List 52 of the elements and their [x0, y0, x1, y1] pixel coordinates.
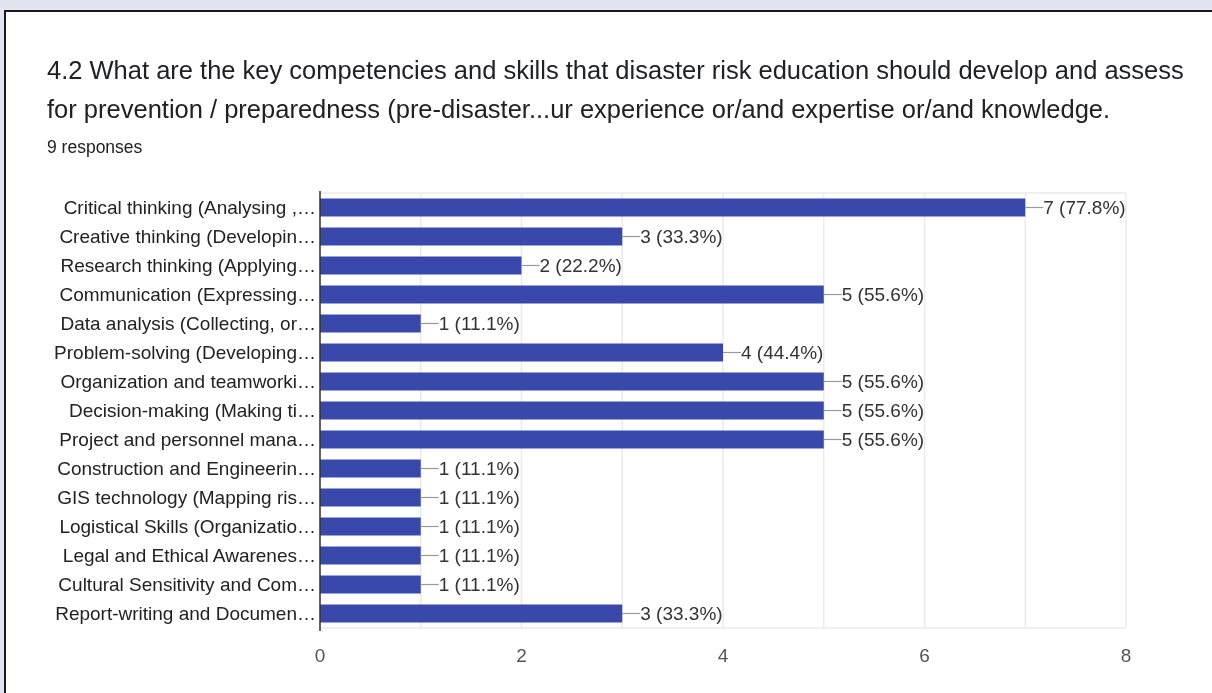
data-label: 1 (11.1%) — [438, 313, 520, 335]
bar — [320, 314, 421, 333]
text: 9 responses — [47, 137, 143, 157]
y-tick-label: Project and personnel mana… — [59, 429, 316, 451]
bar — [320, 256, 522, 275]
data-label: 5 (55.6%) — [841, 284, 925, 306]
data-label: 1 (11.1%) — [438, 516, 520, 538]
data-label: 5 (55.6%) — [841, 371, 925, 393]
y-tick-label: Decision-making (Making ti… — [68, 400, 316, 422]
data-label: 5 (55.6%) — [841, 429, 925, 451]
bar — [320, 459, 421, 478]
data-label: 1 (11.1%) — [438, 574, 520, 596]
bar — [320, 198, 1026, 217]
y-tick-label: Organization and teamworki… — [60, 371, 316, 393]
chart-title: 4.2 What are the key competencies and skills that disaster risk education should develop and assess for prevention / preparedness (pre-disaster...ur experience or/and expertise or/and knowledge. — [47, 56, 1184, 123]
bar — [320, 227, 623, 246]
bar — [320, 488, 421, 507]
bar — [320, 517, 421, 536]
x-tick-label: 6 — [919, 645, 930, 666]
data-label: 5 (55.6%) — [841, 400, 925, 422]
y-tick-label: Problem-solving (Developing… — [54, 342, 316, 364]
bar — [320, 546, 421, 565]
x-tick-label: 2 — [516, 645, 527, 666]
bar — [320, 372, 824, 391]
data-label: 7 (77.8%) — [1043, 197, 1126, 219]
x-tick-label: 0 — [314, 645, 326, 666]
bar — [320, 343, 723, 362]
x-tick-label: 8 — [1120, 645, 1132, 666]
y-tick-label: Critical thinking (Analysing ,… — [63, 197, 316, 219]
data-label: 4 (44.4%) — [741, 342, 824, 364]
data-label: 1 (11.1%) — [438, 545, 520, 567]
bar — [320, 575, 421, 594]
bar — [320, 285, 824, 304]
y-tick-label: Logistical Skills (Organizatio… — [59, 516, 316, 538]
x-tick-label: 4 — [717, 645, 729, 666]
data-label: 3 (33.3%) — [640, 226, 723, 248]
y-tick-label: Communication (Expressing… — [59, 284, 316, 306]
data-label: 3 (33.3%) — [640, 603, 723, 625]
bar — [320, 430, 824, 449]
y-tick-label: Cultural Sensitivity and Com… — [58, 574, 316, 596]
data-label: 1 (11.1%) — [438, 458, 520, 480]
y-tick-label: Legal and Ethical Awarenes… — [62, 545, 316, 567]
data-label: 2 (22.2%) — [539, 255, 622, 277]
y-tick-label: Report-writing and Documen… — [55, 603, 316, 625]
y-tick-label: Data analysis (Collecting, or… — [60, 313, 316, 335]
bar — [320, 604, 623, 623]
y-tick-label: Creative thinking (Developin… — [59, 226, 316, 248]
data-label: 1 (11.1%) — [438, 487, 520, 509]
bar — [320, 401, 824, 420]
y-tick-label: Construction and Engineerin… — [57, 458, 316, 480]
y-tick-label: Research thinking (Applying… — [60, 255, 316, 277]
y-tick-label: GIS technology (Mapping ris… — [57, 487, 316, 509]
